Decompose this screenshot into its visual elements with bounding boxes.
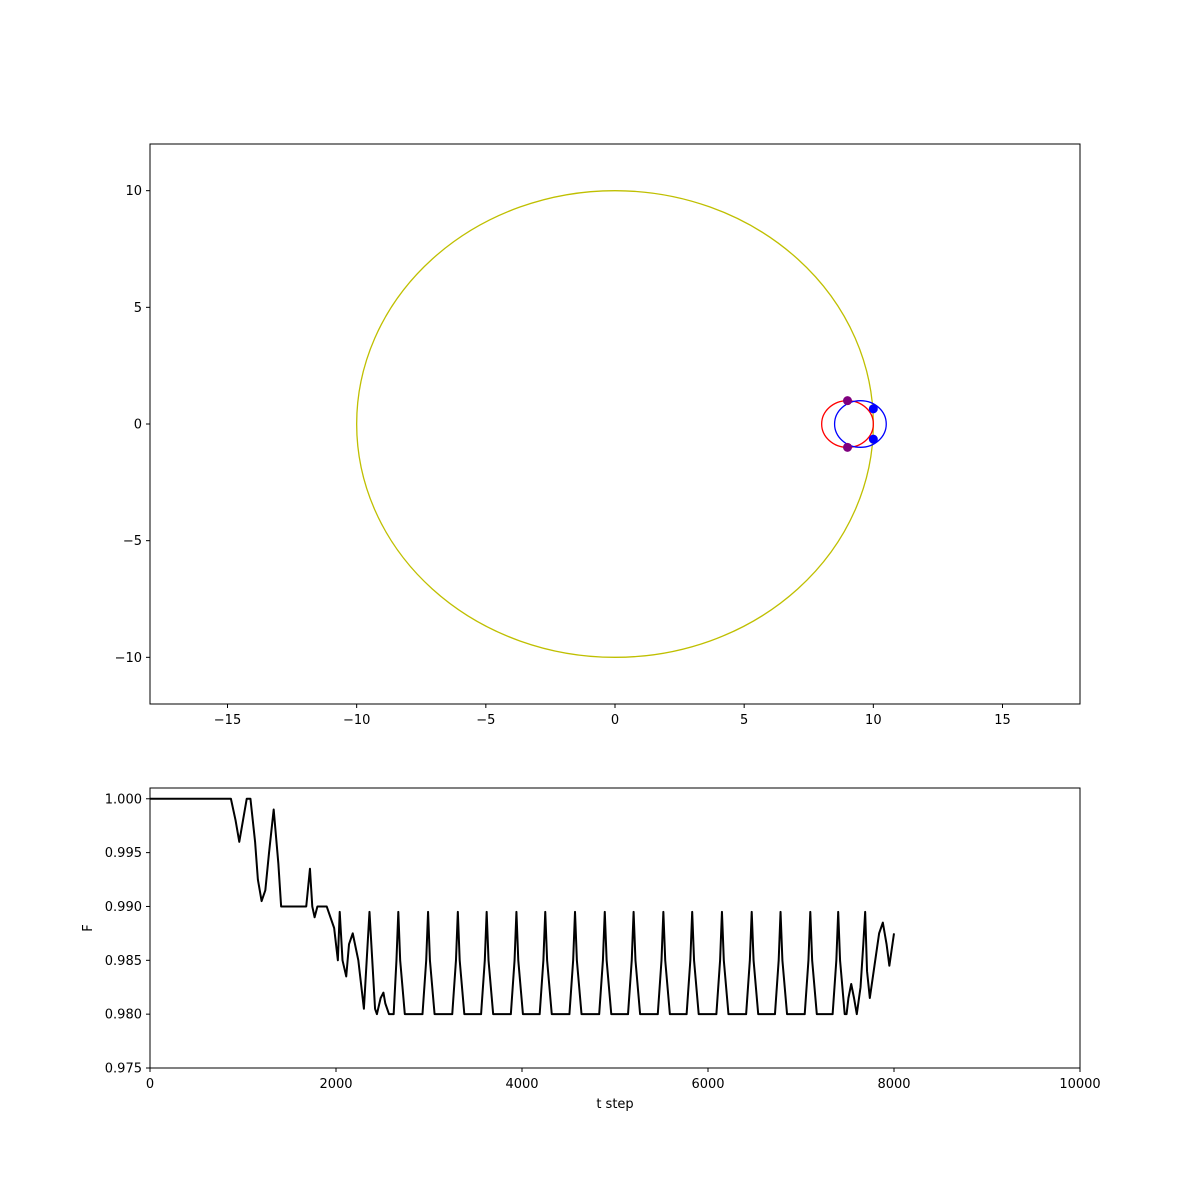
x-tick-label: 10000 (1059, 1077, 1100, 1092)
series-line-0 (150, 797, 895, 1016)
body-point-3 (868, 434, 878, 444)
x-tick-label: 2000 (319, 1077, 352, 1092)
x-tick-label: 5 (740, 713, 748, 728)
x-tick-label: 4000 (505, 1077, 538, 1092)
y-tick-label: 0 (134, 418, 142, 433)
body-point-2 (868, 404, 878, 414)
x-tick-label: −15 (214, 713, 241, 728)
y-tick-label: 1.000 (105, 792, 142, 807)
y-tick-label: 0.995 (105, 846, 142, 861)
f-series (150, 797, 895, 1016)
x-tick-label: 0 (146, 1077, 154, 1092)
orbit-plot-x-ticks: −15 −10 −5 0 5 10 15 (214, 704, 1011, 728)
x-tick-label: −10 (343, 713, 370, 728)
y-tick-label: −5 (123, 534, 142, 549)
f-plot-y-ticks: 0.975 0.980 0.985 0.990 0.995 1.000 (105, 792, 150, 1077)
x-tick-label: 10 (865, 713, 882, 728)
orbit-plot: −15 −10 −5 0 5 10 15 −10 −5 0 5 10 (115, 143, 1081, 728)
y-tick-label: 0.980 (105, 1008, 142, 1023)
f-plot-x-ticks: 0 2000 4000 6000 8000 10000 (146, 1068, 1101, 1092)
f-plot-frame (149, 787, 1081, 1069)
y-tick-label: 0.975 (105, 1062, 142, 1077)
f-vs-t-plot: 0 2000 4000 6000 8000 10000 0.9750.9800.9850.… (81, 787, 1101, 1112)
x-tick-label: 6000 (691, 1077, 724, 1092)
f-plot-xlabel: t step (596, 1097, 633, 1112)
x-tick-label: 15 (994, 713, 1011, 728)
y-tick-label: −10 (115, 651, 142, 666)
x-tick-label: 0 (611, 713, 619, 728)
y-tick-label: 0.990 (105, 900, 142, 915)
y-tick-label: 10 (125, 184, 142, 199)
body-point-1 (843, 442, 852, 452)
y-tick-label: 5 (134, 301, 142, 316)
f-plot-ylabel: F (81, 924, 96, 931)
x-tick-label: 8000 (877, 1077, 910, 1092)
orbit-circle-2 (833, 400, 887, 448)
body-point-0 (843, 396, 852, 406)
orbit-plot-y-ticks: −10 −5 0 5 10 (115, 184, 150, 666)
x-tick-label: −5 (476, 713, 495, 728)
y-tick-label: 0.985 (105, 954, 142, 969)
orbiting-bodies (843, 396, 878, 452)
